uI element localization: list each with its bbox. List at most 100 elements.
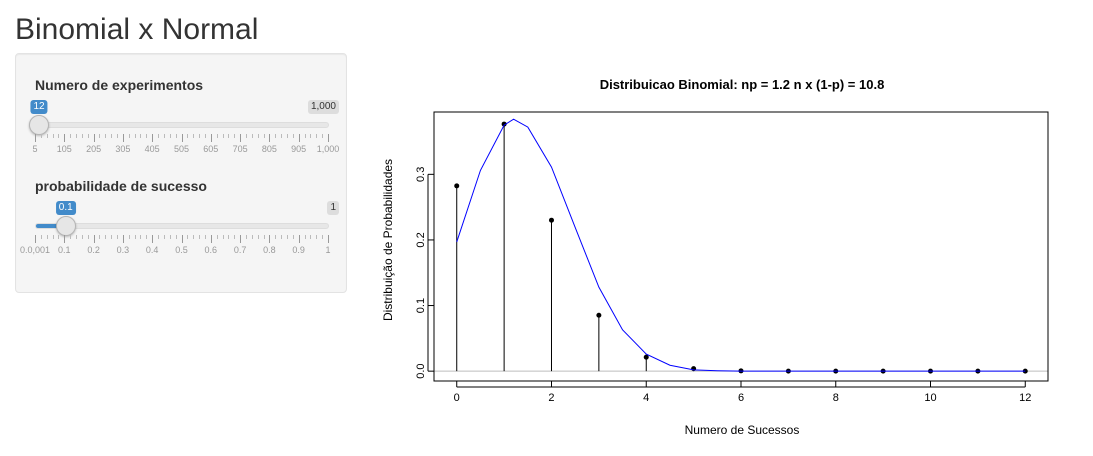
x-tick-label: 6 [738,392,744,404]
distribution-plot: Distribuicao Binomial: np = 1.2 n x (1-p… [381,77,1049,437]
x-tick-label: 4 [643,392,649,404]
slider-tick-minor [286,235,288,239]
slider-tick-minor [140,134,142,138]
slider-tick-minor [263,235,265,239]
n-slider[interactable]: 12 1,000 5 105 205 305 405 505 605 705 805 905 1,0… [29,100,339,170]
y-axis-label: Distribuição de Probabilidades [381,159,395,321]
slider-tick-minor [169,134,171,138]
x-tick-label: 10 [924,392,936,404]
plot-frame [433,111,1049,382]
slider-tick-major [122,235,124,243]
slider-tick-major [269,235,271,243]
slider-tick-minor [158,134,160,138]
n-slider-track[interactable] [35,122,329,128]
slider-tick-major [240,134,242,142]
slider-tick-major [64,235,66,243]
slider-tick-label: 205 [86,144,102,154]
slider-tick-minor [117,235,119,239]
slider-tick-label: 0.9 [292,245,305,255]
pmf-point [548,217,554,223]
slider-tick-minor [99,134,101,138]
slider-tick-minor [222,235,224,239]
slider-tick-minor [111,134,113,138]
pmf-point [501,121,507,127]
slider-tick-label: 405 [144,144,160,154]
slider-tick-label: 0.4 [145,245,159,255]
p-slider-ticks: 0.0,001 0.1 0.2 0.3 0.4 0.5 0.6 0.7 0.8 0.9 1 [20,235,331,255]
slider-tick-minor [234,134,236,138]
slider-tick-major [93,235,95,243]
n-slider-value: 12 [30,100,48,114]
n-slider-label: Numero de experimentos [35,77,204,93]
slider-tick-minor [87,134,89,138]
y-tick-label: 0.3 [415,167,427,182]
p-slider[interactable]: 0.1 1 0.0,001 0.1 0.2 0.3 0.4 0.5 0.6 0.7 0.8 0.9… [20,201,339,271]
slider-tick-label: 0.0,001 [19,245,51,255]
slider-tick-label: 905 [291,144,307,154]
slider-tick-minor [204,134,206,138]
slider-tick-minor [52,235,54,239]
slider-tick-major [240,235,242,243]
slider-tick-minor [216,235,218,239]
slider-tick-minor [46,134,48,138]
slider-tick-label: 805 [261,144,277,154]
slider-tick-minor [117,134,119,138]
p-slider-handle[interactable] [55,216,76,236]
slider-tick-minor [322,235,324,239]
slider-tick-minor [40,235,42,239]
slider-tick-minor [199,235,201,239]
slider-tick-minor [140,235,142,239]
slider-tick-major [93,134,95,142]
slider-tick-major [298,235,300,243]
y-tick-label: 0.2 [415,232,427,247]
p-slider-value: 0.1 [55,201,76,215]
slider-tick-label: 0.7 [233,245,247,255]
slider-tick-label: 0.6 [204,245,218,255]
slider-tick-minor [257,235,259,239]
slider-tick-minor [58,235,60,239]
slider-tick-minor [163,235,165,239]
y-tick-label: 0.1 [415,298,427,313]
slider-tick-minor [199,134,201,138]
x-axis-label: Numero de Sucessos [685,423,800,437]
slider-tick-minor [46,235,48,239]
slider-tick-major [122,134,124,142]
slider-tick-minor [146,235,148,239]
slider-tick-minor [163,134,165,138]
slider-tick-major [328,134,329,142]
slider-tick-major [328,235,329,243]
x-tick-label: 8 [833,392,839,404]
slider-tick-minor [193,235,195,239]
slider-tick-label: 0.5 [175,245,188,255]
x-tick-label: 12 [1019,392,1031,404]
slider-tick-minor [87,235,89,239]
slider-tick-label: 605 [203,144,219,154]
slider-tick-minor [158,235,160,239]
slider-tick-minor [146,134,148,138]
slider-tick-minor [316,134,318,138]
slider-tick-minor [304,134,306,138]
slider-tick-minor [234,235,236,239]
slider-tick-minor [286,134,288,138]
slider-tick-label: 0.8 [263,245,276,255]
slider-tick-label: 105 [56,144,72,154]
slider-tick-minor [228,134,230,138]
n-slider-handle[interactable] [29,115,50,135]
slider-tick-major [64,134,66,142]
pmf-point [454,183,460,189]
slider-tick-minor [128,235,130,239]
slider-tick-major [35,134,36,142]
slider-tick-minor [316,235,318,239]
slider-tick-minor [76,134,78,138]
chart-title: Distribuicao Binomial: np = 1.2 n x (1-p… [600,77,885,92]
slider-tick-major [152,134,154,142]
n-slider-max: 1,000 [307,100,339,114]
slider-tick-minor [204,235,206,239]
slider-tick-minor [310,235,312,239]
slider-tick-label: 705 [232,144,248,154]
slider-tick-minor [128,134,130,138]
slider-tick-minor [216,134,218,138]
p-slider-track[interactable] [35,223,329,229]
slider-tick-minor [228,235,230,239]
slider-tick-label: 305 [115,144,131,154]
